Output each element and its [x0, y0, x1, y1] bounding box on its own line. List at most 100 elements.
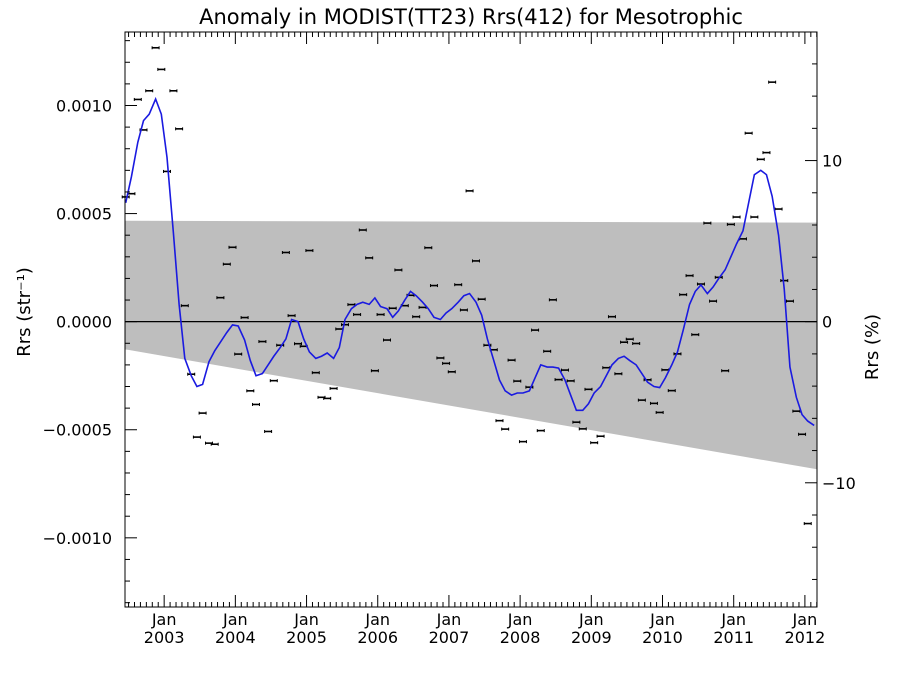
data-point: [358, 228, 367, 232]
data-point: [323, 396, 332, 400]
data-point: [726, 222, 735, 226]
data-point: [412, 315, 421, 319]
data-point: [311, 371, 320, 375]
y2-tick-label: 10: [822, 152, 842, 171]
data-point: [382, 338, 391, 342]
data-point: [507, 358, 516, 362]
y-axis-right-label: Rrs (%): [862, 314, 883, 380]
data-point: [513, 379, 522, 383]
data-point: [258, 340, 267, 344]
data-point: [566, 379, 575, 383]
data-point: [536, 429, 545, 433]
x-tick-label-year: 2008: [500, 628, 541, 647]
x-tick-label: Jan: [720, 610, 746, 629]
y-tick-label: 0.0005: [56, 205, 112, 224]
data-point: [477, 297, 486, 301]
plot-area: [121, 31, 818, 608]
y2-tick-label: 0: [822, 313, 832, 332]
y-tick-label: 0.0010: [56, 96, 112, 115]
data-point: [572, 420, 581, 424]
data-point: [228, 245, 237, 249]
data-point: [768, 80, 777, 84]
data-point: [157, 67, 166, 71]
data-point: [133, 97, 142, 101]
x-tick-label-year: 2004: [215, 628, 256, 647]
data-point: [370, 369, 379, 373]
data-point: [614, 372, 623, 376]
x-tick-label: Jan: [578, 610, 604, 629]
x-tick-label-year: 2011: [713, 628, 754, 647]
data-point: [632, 341, 641, 345]
data-point: [495, 419, 504, 423]
data-point: [127, 192, 136, 196]
data-point: [192, 435, 201, 439]
x-tick-label-year: 2012: [785, 628, 826, 647]
data-point: [655, 410, 664, 414]
data-point: [620, 340, 629, 344]
data-point: [424, 246, 433, 250]
y-axis-right: 10 0 −10: [805, 63, 856, 580]
data-point: [169, 89, 178, 93]
data-point: [578, 427, 587, 431]
data-point: [305, 249, 314, 253]
data-point: [607, 315, 616, 319]
data-point: [785, 299, 794, 303]
data-point: [798, 432, 807, 436]
data-point: [596, 434, 605, 438]
y-tick-label: 0.0000: [56, 313, 112, 332]
x-tick-label-year: 2006: [357, 628, 398, 647]
data-point: [543, 349, 552, 353]
x-tick-label: Jan: [507, 610, 533, 629]
x-tick-label-year: 2003: [144, 628, 185, 647]
data-point: [625, 337, 634, 341]
data-point: [163, 169, 172, 173]
data-point: [388, 306, 397, 310]
data-point: [637, 398, 646, 402]
x-tick-label: Jan: [436, 610, 462, 629]
x-tick-label-year: 2009: [571, 628, 612, 647]
x-tick-label-year: 2010: [642, 628, 683, 647]
data-point: [744, 131, 753, 135]
data-point: [287, 314, 296, 318]
x-tick-label-year: 2005: [286, 628, 327, 647]
x-axis: Jan2003Jan2004Jan2005Jan2006Jan2007Jan20…: [128, 32, 826, 647]
anomaly-points: [121, 46, 812, 526]
data-point: [721, 369, 730, 373]
data-point: [234, 352, 243, 356]
data-point: [394, 268, 403, 272]
data-point: [222, 262, 231, 266]
data-point: [560, 368, 569, 372]
data-point: [649, 401, 658, 405]
data-point: [501, 427, 510, 431]
data-point: [329, 386, 338, 390]
data-point: [531, 328, 540, 332]
x-tick-label: Jan: [293, 610, 319, 629]
data-point: [691, 333, 700, 337]
data-point: [210, 442, 219, 446]
chart-title: Anomaly in MODIST(TT23) Rrs(412) for Mes…: [199, 5, 743, 29]
data-point: [709, 299, 718, 303]
x-tick-label: Jan: [649, 610, 675, 629]
data-point: [121, 195, 130, 199]
data-point: [750, 215, 759, 219]
data-point: [454, 283, 463, 287]
data-point: [465, 189, 474, 193]
data-point: [685, 274, 694, 278]
data-point: [151, 46, 160, 50]
y-tick-label: −0.0005: [43, 421, 112, 440]
data-point: [756, 157, 765, 161]
data-point: [429, 284, 438, 288]
data-point: [703, 221, 712, 225]
data-point: [264, 429, 273, 433]
data-point: [376, 313, 385, 317]
uncertainty-band: [125, 220, 817, 470]
data-point: [667, 389, 676, 393]
data-point: [518, 440, 527, 444]
plot-frame: [124, 31, 818, 608]
y2-tick-label: −10: [822, 474, 856, 493]
data-point: [175, 127, 184, 131]
data-point: [180, 304, 189, 308]
data-point: [246, 389, 255, 393]
data-point: [584, 387, 593, 391]
